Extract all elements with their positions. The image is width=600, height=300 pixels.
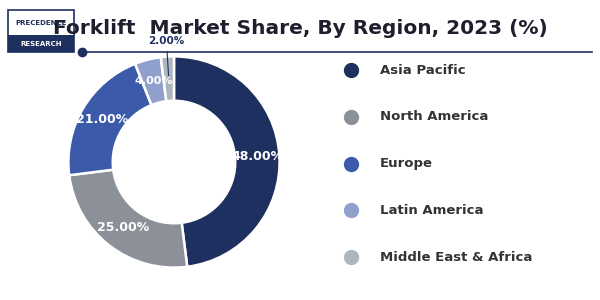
- Text: 25.00%: 25.00%: [97, 221, 149, 234]
- Text: RESEARCH: RESEARCH: [20, 41, 62, 47]
- Text: 21.00%: 21.00%: [76, 113, 128, 126]
- Wedge shape: [68, 64, 151, 175]
- Text: Latin America: Latin America: [380, 204, 484, 217]
- Wedge shape: [69, 170, 187, 268]
- Wedge shape: [174, 56, 280, 267]
- Wedge shape: [161, 56, 174, 101]
- Wedge shape: [135, 57, 166, 105]
- Text: Forklift  Market Share, By Region, 2023 (%): Forklift Market Share, By Region, 2023 (…: [53, 19, 547, 38]
- Text: North America: North America: [380, 110, 488, 123]
- Text: Asia Pacific: Asia Pacific: [380, 64, 466, 76]
- FancyBboxPatch shape: [8, 10, 74, 52]
- Text: 4.00%: 4.00%: [134, 76, 173, 86]
- FancyBboxPatch shape: [8, 35, 74, 52]
- Text: Middle East & Africa: Middle East & Africa: [380, 251, 532, 264]
- Text: 48.00%: 48.00%: [231, 150, 283, 163]
- Text: PRECEDENCE: PRECEDENCE: [16, 20, 67, 26]
- Text: 2.00%: 2.00%: [148, 36, 184, 76]
- Text: Europe: Europe: [380, 157, 433, 170]
